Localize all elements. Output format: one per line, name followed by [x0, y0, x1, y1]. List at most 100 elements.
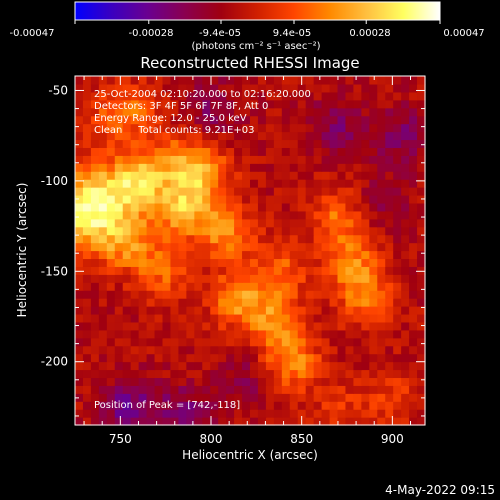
heatmap-cell	[353, 76, 362, 85]
heatmap-cell	[106, 337, 116, 347]
heatmap-cell	[154, 163, 164, 172]
heatmap-cell	[106, 377, 116, 386]
heatmap-cell	[90, 91, 100, 101]
heatmap-cell	[281, 202, 291, 212]
heatmap-cell	[90, 234, 100, 244]
heatmap-cell	[146, 290, 156, 299]
heatmap-cell	[114, 226, 124, 236]
heatmap-cell	[130, 123, 140, 133]
heatmap-cell	[297, 298, 307, 307]
heatmap-cell	[361, 91, 370, 101]
heatmap-cell	[106, 258, 116, 267]
heatmap-cell	[377, 187, 386, 196]
heatmap-cell	[162, 218, 172, 228]
heatmap-cell	[162, 155, 172, 164]
x-axis-label: Heliocentric X (arcsec)	[182, 448, 318, 462]
heatmap-cell	[345, 218, 354, 228]
heatmap-cell	[401, 91, 410, 101]
heatmap-cell	[178, 202, 187, 212]
heatmap-cell	[90, 274, 100, 283]
heatmap-cell	[194, 250, 203, 260]
heatmap-cell	[345, 147, 354, 156]
heatmap-cell	[234, 345, 243, 355]
heatmap-cell	[170, 83, 179, 93]
heatmap-cell	[377, 147, 386, 156]
heatmap-cell	[194, 76, 203, 85]
heatmap-cell	[234, 377, 243, 386]
heatmap-cell	[162, 345, 172, 355]
heatmap-cell	[305, 250, 315, 260]
heatmap-cell	[281, 306, 291, 315]
heatmap-cell	[202, 187, 211, 196]
heatmap-cell	[361, 321, 370, 331]
heatmap-cell	[250, 401, 259, 410]
heatmap-cell	[313, 218, 323, 228]
heatmap-cell	[98, 321, 108, 331]
heatmap-cell	[234, 115, 243, 125]
heatmap-cell	[106, 123, 116, 133]
heatmap-cell	[305, 329, 315, 339]
heatmap-cell	[281, 147, 291, 156]
heatmap-cell	[353, 91, 362, 101]
heatmap-cell	[162, 139, 172, 148]
heatmap-cell	[273, 99, 283, 109]
heatmap-cell	[281, 107, 291, 117]
heatmap-cell	[218, 417, 227, 426]
heatmap-cell	[385, 282, 394, 291]
heatmap-cell	[393, 361, 402, 371]
colorbar-ticks	[74, 20, 441, 24]
heatmap-cell	[297, 321, 307, 331]
heatmap-cell	[162, 107, 172, 117]
heatmap-cell	[106, 282, 116, 291]
y-tick-label: -50	[48, 83, 68, 97]
heatmap-cell	[273, 107, 283, 117]
heatmap-cell	[210, 329, 219, 339]
heatmap-cell	[194, 179, 203, 188]
heatmap-cell	[289, 321, 299, 331]
heatmap-cell	[281, 258, 291, 267]
heatmap-cell	[138, 274, 148, 283]
heatmap-cell	[329, 83, 339, 93]
heatmap-cell	[106, 147, 116, 156]
heatmap-cell	[353, 329, 362, 339]
heatmap-cell	[138, 139, 148, 148]
heatmap-cell	[393, 202, 402, 212]
heatmap-cell	[297, 83, 307, 93]
heatmap-cell	[210, 218, 219, 228]
heatmap-cell	[98, 171, 108, 180]
heatmap-cell	[409, 131, 418, 141]
heatmap-cell	[409, 377, 418, 386]
heatmap-cell	[369, 250, 378, 260]
heatmap-cell	[289, 306, 299, 315]
heatmap-cell	[321, 337, 331, 347]
heatmap-cell	[82, 266, 92, 275]
heatmap-cell	[393, 298, 402, 307]
heatmap-cell	[122, 353, 132, 363]
heatmap-cell	[218, 91, 227, 101]
heatmap-cell	[75, 234, 84, 244]
heatmap-cell	[361, 163, 370, 172]
heatmap-cell	[218, 393, 227, 402]
heatmap-cell	[75, 306, 84, 315]
heatmap-cell	[170, 242, 179, 252]
heatmap-cell	[361, 369, 370, 379]
heatmap-cell	[194, 171, 203, 180]
heatmap-cell	[305, 393, 315, 402]
heatmap-cell	[154, 76, 164, 85]
heatmap-cell	[234, 353, 243, 363]
heatmap-cell	[154, 258, 164, 267]
heatmap-cell	[138, 393, 148, 402]
heatmap-cell	[385, 290, 394, 299]
heatmap-cell	[361, 417, 370, 426]
heatmap-cell	[242, 91, 251, 101]
heatmap-cell	[122, 329, 132, 339]
heatmap-cell	[202, 298, 211, 307]
heatmap-cell	[138, 250, 148, 260]
heatmap-cell	[122, 131, 132, 141]
heatmap-cell	[178, 361, 187, 371]
heatmap-cell	[202, 155, 211, 164]
heatmap-cell	[82, 282, 92, 291]
heatmap-cell	[122, 417, 132, 426]
heatmap-cell	[218, 210, 227, 220]
heatmap-cell	[146, 369, 156, 379]
